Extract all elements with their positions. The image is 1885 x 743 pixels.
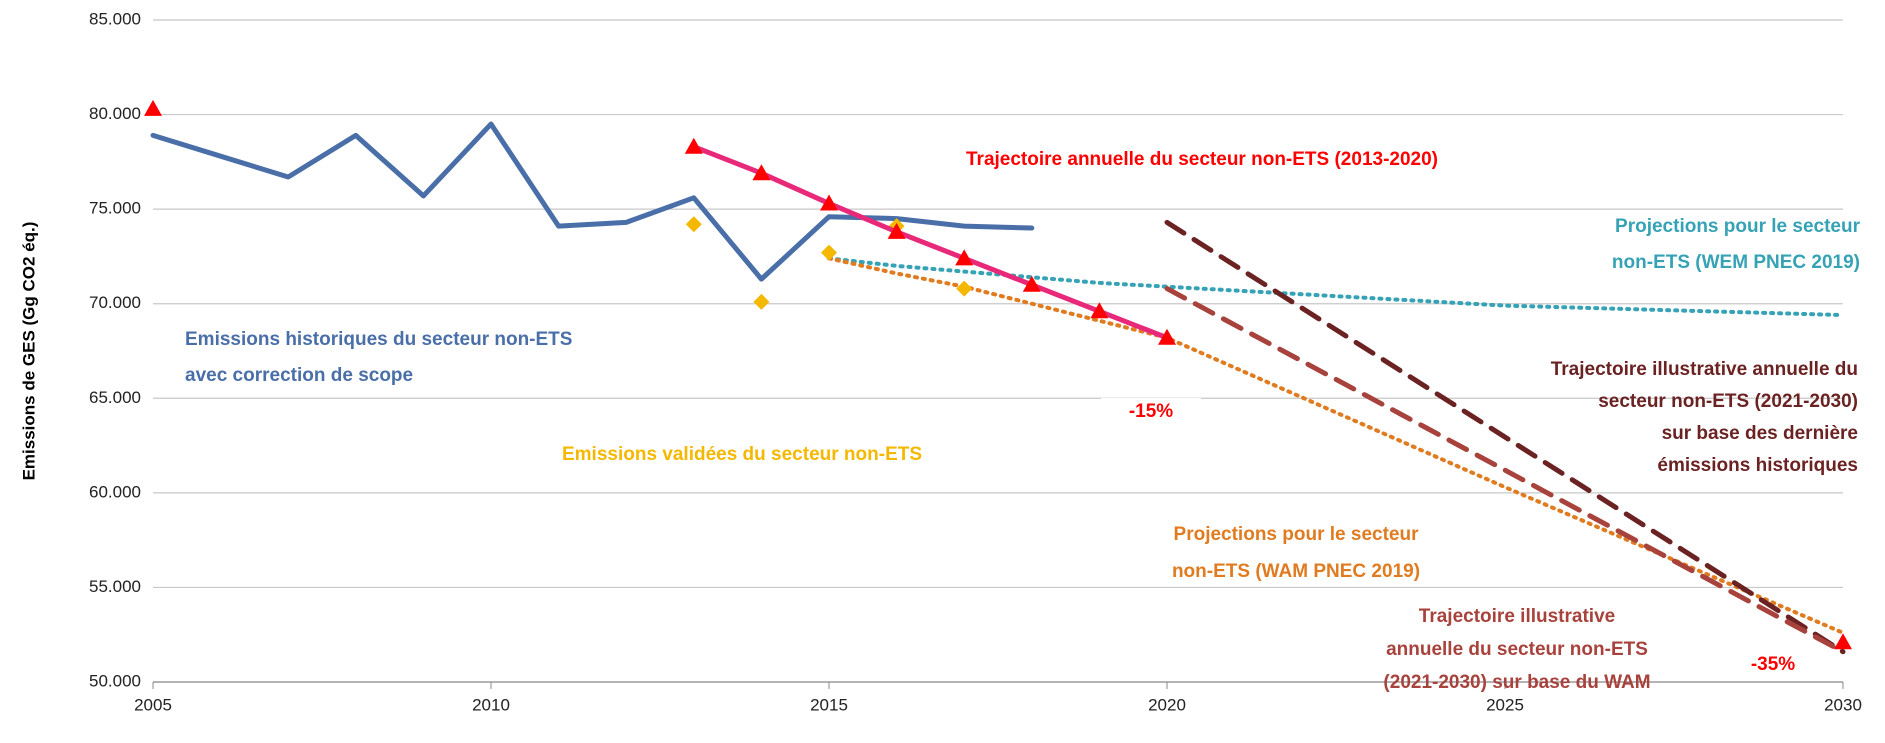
series-line	[1164, 286, 1846, 655]
annotation: Trajectoire illustrative	[1419, 606, 1615, 627]
y-tick-label: 65.000	[89, 388, 141, 407]
marker	[1158, 328, 1176, 345]
annotation: (2021-2030) sur base du WAM	[1383, 672, 1650, 693]
y-tick-label: 60.000	[89, 482, 141, 501]
marker	[685, 216, 702, 233]
marker	[684, 137, 703, 154]
y-tick-label: 55.000	[89, 577, 141, 596]
marker	[956, 280, 973, 297]
annotation: sur base des dernière	[1662, 423, 1858, 444]
series-line	[1164, 219, 1846, 655]
marker	[752, 164, 771, 181]
marker	[144, 99, 162, 116]
x-tick-label: 2005	[134, 695, 172, 714]
annotation: avec correction de scope	[185, 365, 413, 386]
x-tick-label: 2010	[472, 695, 510, 714]
x-tick-label: 2015	[810, 695, 848, 714]
y-tick-label: 70.000	[89, 293, 141, 312]
series-line	[827, 256, 1845, 318]
marker	[821, 244, 837, 261]
annotation: émissions historiques	[1657, 455, 1858, 476]
y-axis-label: Emissions de GES (Gg CO2 éq.)	[19, 222, 38, 481]
y-tick-label: 75.000	[89, 199, 141, 218]
annotation: annuelle du secteur non-ETS	[1386, 639, 1648, 660]
marker	[820, 194, 838, 211]
annotation: secteur non-ETS (2021-2030)	[1598, 391, 1858, 412]
x-tick-label: 2025	[1486, 695, 1524, 714]
annotation: non-ETS (WAM PNEC 2019)	[1172, 561, 1420, 582]
annotation: Emissions historiques du secteur non-ETS	[185, 329, 572, 350]
y-tick-label: 50.000	[89, 671, 141, 690]
x-tick-label: 2020	[1148, 695, 1186, 714]
marker	[1090, 302, 1109, 319]
annotation: Projections pour le secteur	[1615, 216, 1861, 237]
annotation: -35%	[1751, 654, 1795, 675]
annotation: Projections pour le secteur	[1174, 524, 1420, 545]
x-tick-label: 2030	[1824, 695, 1862, 714]
marker	[1022, 275, 1041, 292]
annotation: Trajectoire illustrative annuelle du	[1551, 359, 1858, 380]
annotation: Emissions validées du secteur non-ETS	[562, 444, 922, 465]
annotation: non-ETS (WEM PNEC 2019)	[1612, 252, 1860, 273]
series-line	[691, 144, 1170, 341]
marker	[1834, 633, 1852, 650]
annotation: -15%	[1129, 401, 1173, 422]
y-tick-label: 85.000	[89, 9, 141, 28]
marker	[955, 249, 974, 266]
annotation: Trajectoire annuelle du secteur non-ETS …	[966, 149, 1438, 170]
marker	[887, 222, 906, 239]
series-line	[150, 121, 1035, 282]
y-tick-label: 80.000	[89, 104, 141, 123]
label-background	[1101, 398, 1201, 426]
series-line	[827, 256, 1845, 635]
marker	[753, 293, 770, 310]
